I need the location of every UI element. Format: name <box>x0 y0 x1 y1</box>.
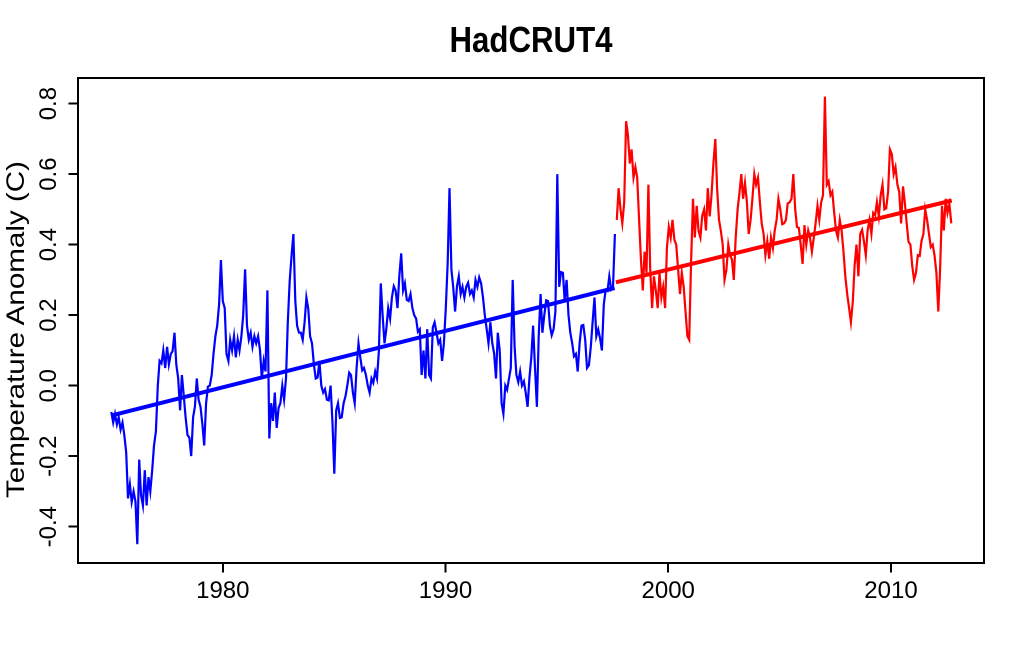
svg-text:1990: 1990 <box>419 577 472 604</box>
svg-text:0.4: 0.4 <box>35 228 62 261</box>
svg-text:2010: 2010 <box>864 577 917 604</box>
svg-text:0.2: 0.2 <box>35 298 62 331</box>
svg-text:HadCRUT4: HadCRUT4 <box>450 19 613 60</box>
svg-text:0.6: 0.6 <box>35 157 62 190</box>
svg-text:-0.2: -0.2 <box>35 436 62 477</box>
svg-text:0.8: 0.8 <box>35 87 62 120</box>
svg-text:0.0: 0.0 <box>35 369 62 402</box>
svg-text:-0.4: -0.4 <box>35 506 62 547</box>
svg-text:2000: 2000 <box>642 577 695 604</box>
svg-text:1980: 1980 <box>196 577 249 604</box>
svg-text:Temperature Anomaly (C): Temperature Anomaly (C) <box>2 161 30 498</box>
